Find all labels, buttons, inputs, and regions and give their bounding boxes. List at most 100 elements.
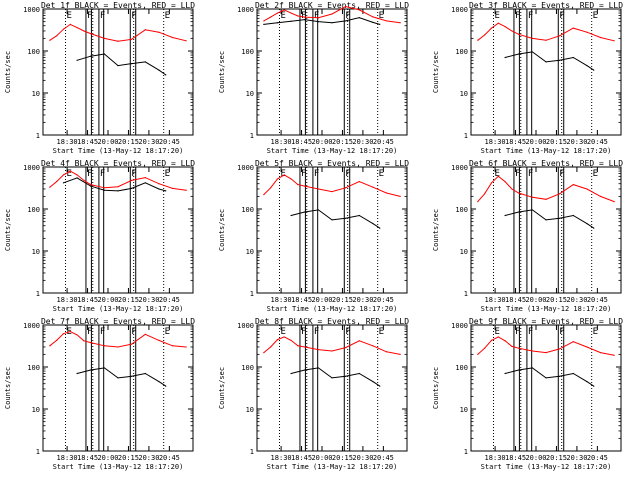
marker-letter: E [495, 11, 500, 21]
y-tick-label: 10 [460, 248, 468, 256]
marker-letter: F [314, 327, 319, 337]
series-line-lld [477, 175, 615, 203]
series-line-events [76, 367, 166, 387]
panel-title: Det 5f BLACK = Events, RED = LLD [255, 159, 409, 168]
x-tick-label: 18:45 [77, 454, 98, 462]
panel-title: Det 3f BLACK = Events, RED = LLD [469, 1, 623, 10]
y-tick-label: 1000 [451, 322, 468, 330]
detector-panel-3: Det 3f BLACK = Events, RED = LLD Counts/s… [432, 1, 623, 155]
x-tick-label: 20:00 [97, 296, 118, 304]
x-tick-label: 20:30 [138, 138, 159, 146]
x-tick-label: 20:30 [566, 138, 587, 146]
y-tick-label: 1 [250, 132, 254, 140]
marker-letter: F [559, 327, 564, 337]
series-line-lld [477, 22, 615, 42]
plot-frame [470, 324, 622, 452]
marker-letter: E [495, 169, 500, 179]
x-tick-label: 18:45 [291, 138, 312, 146]
y-tick-label: 10 [32, 90, 40, 98]
x-axis-label: Start Time (13-May-12 18:17:20) [267, 463, 398, 471]
x-axis-label: Start Time (13-May-12 18:17:20) [481, 463, 612, 471]
y-tick-label: 10 [32, 406, 40, 414]
marker-letter: F [100, 327, 105, 337]
x-tick-label: 20:00 [311, 454, 332, 462]
x-tick-label: 20:45 [159, 296, 180, 304]
marker-letter: E [593, 11, 598, 21]
plot-frame [470, 8, 622, 136]
x-tick-label: 18:30 [57, 296, 78, 304]
y-tick-label: 1 [36, 290, 40, 298]
x-tick-label: 20:45 [159, 138, 180, 146]
y-tick-label: 1000 [23, 322, 40, 330]
series-line-events [263, 17, 380, 25]
y-tick-label: 100 [241, 48, 254, 56]
detector-panel-5: Det 5f BLACK = Events, RED = LLD Counts/s… [218, 159, 409, 313]
y-tick-label: 100 [241, 364, 254, 372]
x-axis-label: Start Time (13-May-12 18:17:20) [481, 305, 612, 313]
x-tick-label: 20:30 [566, 454, 587, 462]
plot-frame [256, 324, 408, 452]
marker-letter: F [301, 11, 306, 21]
x-tick-label: 20:00 [525, 138, 546, 146]
panel-title: Det 6f BLACK = Events, RED = LLD [469, 159, 623, 168]
y-tick-label: 100 [27, 48, 40, 56]
marker-letter: F [301, 169, 306, 179]
marker-letter: E [165, 169, 170, 179]
plot-frame [42, 166, 194, 294]
x-tick-label: 20:15 [332, 454, 353, 462]
x-tick-label: 20:30 [138, 454, 159, 462]
series-line-lld [263, 174, 401, 197]
y-tick-label: 100 [27, 364, 40, 372]
y-axis-label: Counts/sec [432, 367, 440, 409]
series-line-events [290, 367, 380, 387]
x-tick-label: 20:15 [332, 138, 353, 146]
marker-letter: E [281, 11, 286, 21]
y-tick-label: 1 [250, 448, 254, 456]
x-tick-label: 20:45 [587, 138, 608, 146]
marker-letter: F [131, 11, 136, 21]
marker-letter: F [345, 327, 350, 337]
marker-letter: E [593, 169, 598, 179]
x-tick-label: 20:45 [373, 296, 394, 304]
y-tick-label: 1000 [23, 164, 40, 172]
x-tick-label: 20:45 [159, 454, 180, 462]
series-line-lld [49, 330, 187, 348]
marker-letter: F [314, 11, 319, 21]
marker-letter: F [131, 169, 136, 179]
y-tick-label: 1000 [237, 322, 254, 330]
y-tick-label: 100 [27, 206, 40, 214]
plot-frame [256, 8, 408, 136]
x-tick-label: 20:00 [97, 138, 118, 146]
series-line-lld [263, 336, 401, 355]
x-tick-label: 20:45 [587, 454, 608, 462]
series-line-events [290, 209, 380, 229]
marker-letter: F [301, 327, 306, 337]
x-tick-label: 20:45 [373, 454, 394, 462]
y-axis-label: Counts/sec [4, 209, 12, 251]
marker-letter: F [345, 169, 350, 179]
y-axis-label: Counts/sec [432, 209, 440, 251]
series-line-events [504, 367, 594, 387]
x-tick-label: 18:30 [485, 454, 506, 462]
marker-letter: E [281, 327, 286, 337]
detector-panel-2: Det 2f BLACK = Events, RED = LLD Counts/s… [218, 1, 409, 155]
x-tick-label: 20:30 [352, 296, 373, 304]
x-tick-label: 18:30 [57, 454, 78, 462]
x-tick-label: 18:30 [485, 138, 506, 146]
marker-letter: F [87, 169, 92, 179]
y-tick-label: 10 [246, 406, 254, 414]
y-tick-label: 100 [455, 364, 468, 372]
y-axis-label: Counts/sec [218, 51, 226, 93]
marker-letter: E [379, 327, 384, 337]
x-tick-label: 20:15 [118, 296, 139, 304]
detector-panel-7: Det 7f BLACK = Events, RED = LLD Counts/s… [4, 317, 195, 471]
panel-title: Det 7f BLACK = Events, RED = LLD [41, 317, 195, 326]
marker-letter: F [87, 327, 92, 337]
plot-frame [470, 166, 622, 294]
y-tick-label: 1 [36, 132, 40, 140]
marker-letter: F [528, 169, 533, 179]
x-axis-label: Start Time (13-May-12 18:17:20) [53, 305, 184, 313]
y-tick-label: 10 [246, 90, 254, 98]
